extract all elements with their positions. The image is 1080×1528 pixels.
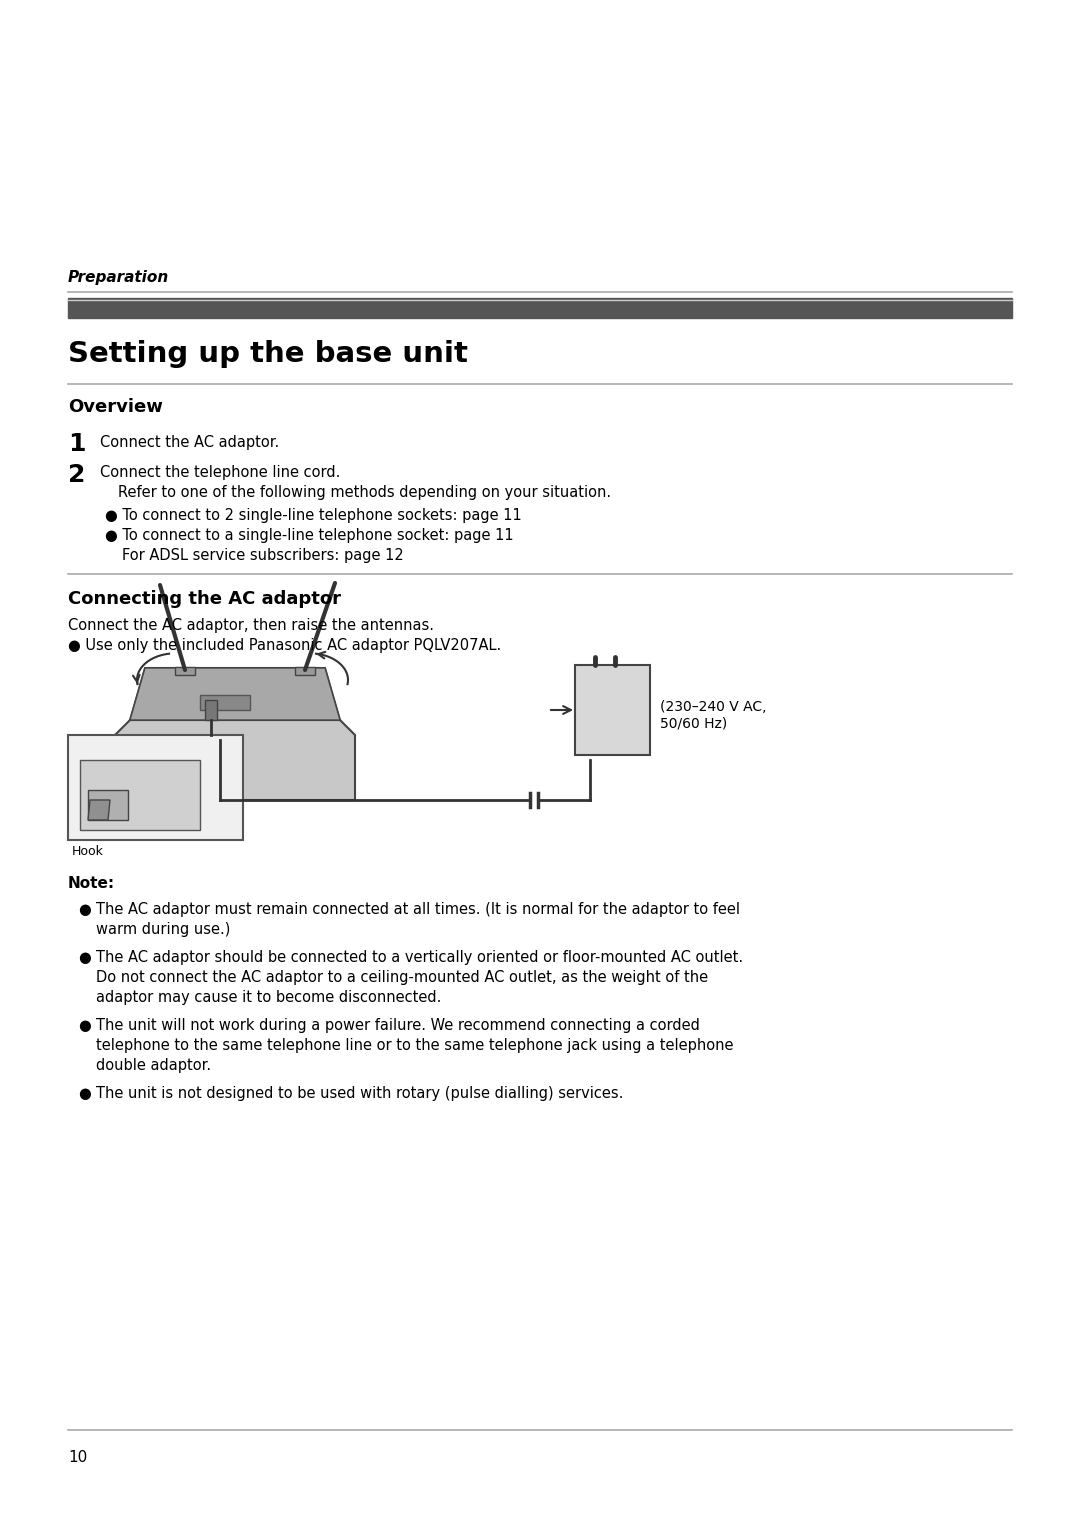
Text: Note:: Note: [68,876,116,891]
Text: The unit is not designed to be used with rotary (pulse dialling) services.: The unit is not designed to be used with… [96,1086,623,1102]
Text: ● Use only the included Panasonic AC adaptor PQLV207AL.: ● Use only the included Panasonic AC ada… [68,639,501,652]
Text: 10: 10 [68,1450,87,1465]
Bar [87,790,129,821]
Text: ●: ● [78,1018,91,1033]
Text: adaptor may cause it to become disconnected.: adaptor may cause it to become disconnec… [96,990,442,1005]
Text: 1: 1 [68,432,85,455]
Text: Refer to one of the following methods depending on your situation.: Refer to one of the following methods de… [118,484,611,500]
Text: Connect the AC adaptor.: Connect the AC adaptor. [100,435,280,451]
Text: Setting up the base unit: Setting up the base unit [68,341,468,368]
Bar [68,298,1012,318]
Polygon shape [130,668,340,720]
Text: The AC adaptor must remain connected at all times. (It is normal for the adaptor: The AC adaptor must remain connected at … [96,902,740,917]
Bar [295,668,315,675]
Text: Do not connect the AC adaptor to a ceiling-mounted AC outlet, as the weight of t: Do not connect the AC adaptor to a ceili… [96,970,708,986]
Text: The unit will not work during a power failure. We recommend connecting a corded: The unit will not work during a power fa… [96,1018,700,1033]
Text: ●: ● [78,1086,91,1102]
Text: telephone to the same telephone line or to the same telephone jack using a telep: telephone to the same telephone line or … [96,1038,733,1053]
Text: ● To connect to a single-line telephone socket: page 11: ● To connect to a single-line telephone … [105,529,514,542]
Polygon shape [130,668,340,720]
Bar [205,700,217,720]
Text: Overview: Overview [68,397,163,416]
Text: The AC adaptor should be connected to a vertically oriented or floor-mounted AC : The AC adaptor should be connected to a … [96,950,743,966]
Polygon shape [114,720,355,801]
Text: Connect the telephone line cord.: Connect the telephone line cord. [100,465,340,480]
Bar [200,695,249,711]
Text: Hook: Hook [72,845,104,859]
Text: Preparation: Preparation [68,270,170,286]
Text: ● To connect to 2 single-line telephone sockets: page 11: ● To connect to 2 single-line telephone … [105,507,522,523]
Polygon shape [87,801,110,821]
Text: 2: 2 [68,463,85,487]
Text: Connect the AC adaptor, then raise the antennas.: Connect the AC adaptor, then raise the a… [68,617,434,633]
Text: (230–240 V AC,
50/60 Hz): (230–240 V AC, 50/60 Hz) [660,700,767,730]
Bar [575,665,650,755]
Bar [68,735,243,840]
Bar [175,668,195,675]
Text: ●: ● [78,950,91,966]
Text: Connecting the AC adaptor: Connecting the AC adaptor [68,590,341,608]
Bar [80,759,200,830]
Text: ●: ● [78,902,91,917]
Text: For ADSL service subscribers: page 12: For ADSL service subscribers: page 12 [122,549,404,562]
Text: double adaptor.: double adaptor. [96,1057,211,1073]
Text: warm during use.): warm during use.) [96,921,230,937]
